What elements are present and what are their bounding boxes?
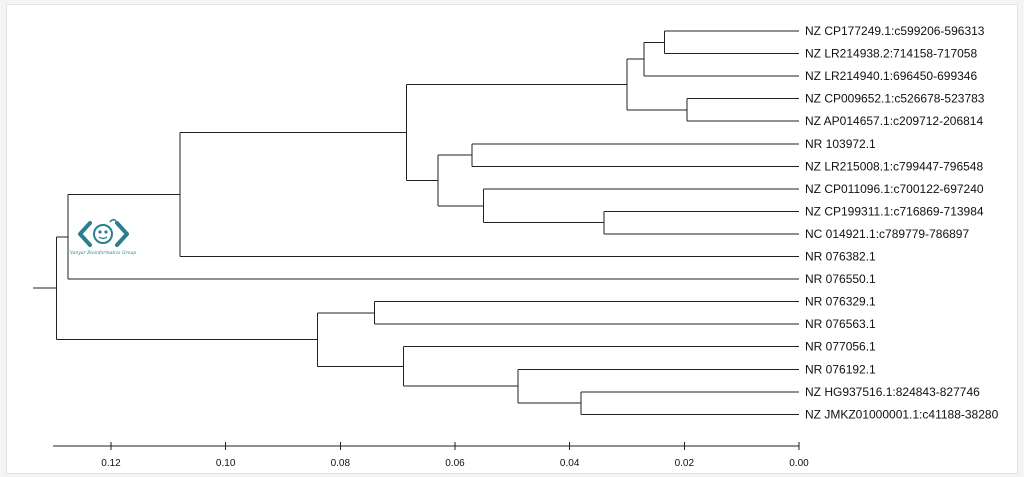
leaf-label: NR 076192.1 (805, 362, 876, 376)
watermark-logo: Vanyar Bioinformatics Group (70, 218, 136, 256)
leaf-label: NR 077056.1 (805, 340, 876, 354)
leaf-label: NZ CP177249.1:c599206-596313 (805, 24, 985, 38)
tree-branches (33, 30, 799, 415)
leaf-label: NZ CP011096.1:c700122-697240 (805, 182, 984, 196)
axis-tick-label: 0.04 (560, 458, 580, 469)
leaf-label: NZ CP199311.1:c716869-713984 (805, 204, 984, 218)
leaf-label: NR 076550.1 (805, 272, 876, 286)
leaf-label: NR 103972.1 (805, 137, 876, 151)
leaf-label: NZ HG937516.1:824843-827746 (805, 385, 980, 399)
axis-tick-label: 0.08 (331, 458, 351, 469)
leaf-label: NC 014921.1:c789779-786897 (805, 227, 969, 241)
leaf-label: NZ JMKZ01000001.1:c41188-38280 (805, 407, 999, 421)
axis-tick-label: 0.10 (216, 458, 236, 469)
leaf-label: NZ CP009652.1:c526678-523783 (805, 92, 985, 106)
dendrogram-panel (6, 4, 1018, 474)
axis-tick-label: 0.02 (675, 458, 695, 469)
axis-tick-label: 0.12 (101, 458, 121, 469)
leaf-label: NR 076563.1 (805, 317, 876, 331)
leaf-labels: NZ CP177249.1:c599206-596313 NZ LR214938.… (805, 24, 999, 421)
distance-axis: 0.12 0.10 0.08 0.06 0.04 0.02 0.00 (53, 442, 809, 469)
logo-caption: Vanyar Bioinformatics Group (70, 250, 136, 256)
axis-tick-label: 0.00 (789, 458, 809, 469)
leaf-label: NZ LR214940.1:696450-699346 (805, 69, 977, 83)
leaf-label: NR 076382.1 (805, 250, 876, 264)
axis-tick-label: 0.06 (445, 458, 465, 469)
leaf-label: NZ LR214938.2:714158-717058 (805, 47, 977, 61)
leaf-label: NZ LR215008.1:c799447-796548 (805, 159, 983, 173)
leaf-label: NZ AP014657.1:c209712-206814 (805, 114, 983, 128)
leaf-label: NR 076329.1 (805, 295, 876, 309)
